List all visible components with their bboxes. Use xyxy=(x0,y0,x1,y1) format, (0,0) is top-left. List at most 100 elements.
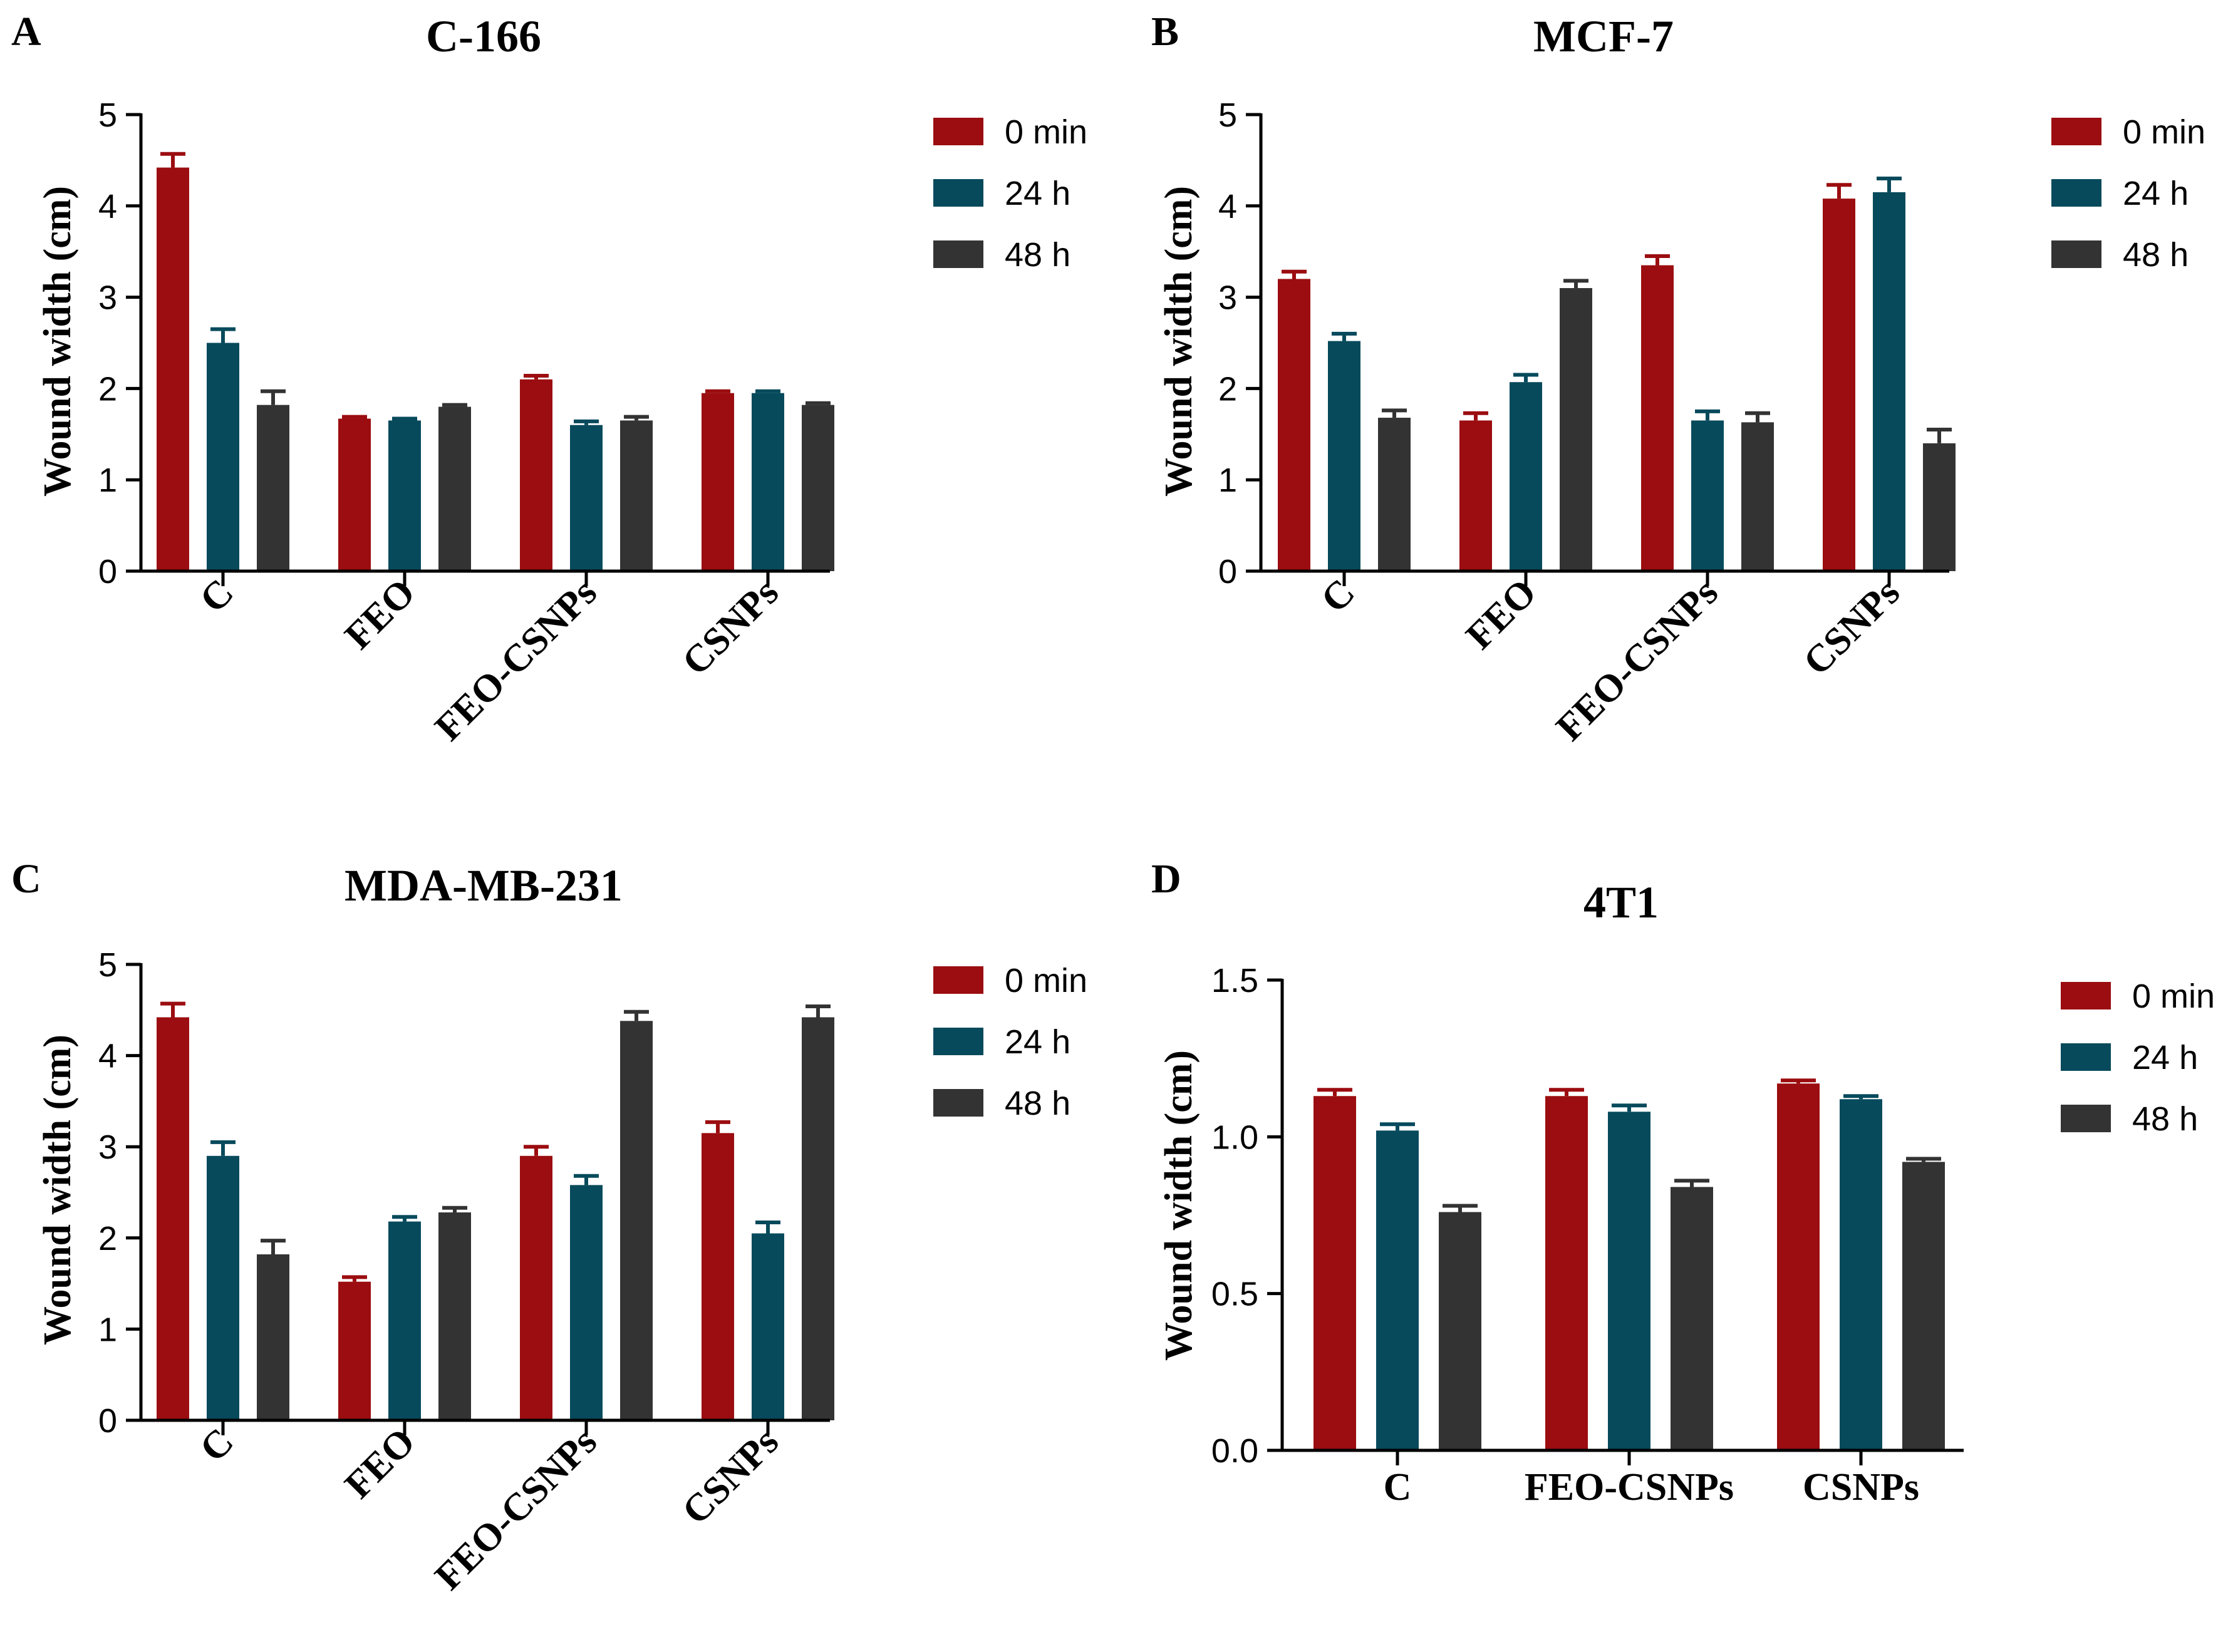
plot-area-b: C FEO FEO-CSNPs CSNPs 0 1 2 3 4 5 xyxy=(1218,96,1956,749)
error-bar-24h-FEO-CSNPs xyxy=(1695,409,1720,421)
error-bar-0min-CSNPs xyxy=(1826,183,1852,199)
legend-swatch xyxy=(2061,1105,2111,1132)
bar-24h-FEO xyxy=(1510,382,1542,571)
bar-48h-FEO-CSNPs xyxy=(1741,422,1774,571)
bar-48h-C xyxy=(257,405,289,571)
error-bar-24h-FEO-CSNPs xyxy=(574,1174,599,1185)
error-bar-0min-FEO xyxy=(1463,411,1488,421)
error-bar-48h-C xyxy=(261,1239,286,1255)
legend-swatch xyxy=(2051,118,2101,145)
error-bar-24h-C xyxy=(1380,1122,1415,1131)
chart-title-d: 4T1 xyxy=(1583,877,1659,927)
bar-48h-FEO-CSNPs xyxy=(1671,1187,1713,1450)
x-tick-label: CSNPs xyxy=(1803,1466,1919,1509)
bar-0min-FEO xyxy=(1459,420,1492,571)
error-bar-0min-FEO-CSNPs xyxy=(1549,1088,1584,1097)
error-bar-0min-C xyxy=(160,152,185,168)
x-tick-label: FEO-CSNPs xyxy=(427,571,605,749)
x-tick-label: C xyxy=(192,571,242,621)
bar-0min-FEO xyxy=(338,418,371,571)
y-tick-label: 0.0 xyxy=(1211,1432,1258,1470)
error-bar-48h-FEO-CSNPs xyxy=(1674,1179,1709,1187)
error-bar-48h-C xyxy=(261,389,286,405)
error-bar-48h-CSNPs xyxy=(806,401,831,405)
error-bar-0min-C xyxy=(1317,1088,1352,1097)
bar-24h-CSNPs xyxy=(752,393,784,571)
bar-48h-C xyxy=(257,1254,289,1420)
error-bar-24h-CSNPs xyxy=(1843,1094,1878,1100)
plot-area-d: C FEO-CSNPs CSNPs 0.0 0.5 1.0 1.5 xyxy=(1211,962,1964,1509)
y-tick-label: 0.5 xyxy=(1211,1276,1258,1313)
legend-swatch xyxy=(2061,1043,2111,1071)
error-bar-0min-FEO-CSNPs xyxy=(1645,254,1670,266)
chart-title-c: MDA-MB-231 xyxy=(345,860,623,911)
error-bar-24h-C xyxy=(1332,331,1357,341)
legend-label: 48 h xyxy=(2132,1100,2198,1138)
error-bar-0min-C xyxy=(160,1001,185,1018)
y-tick-label: 3 xyxy=(98,279,117,317)
legend-label: 24 h xyxy=(2123,175,2189,212)
y-axis-label-d: Wound width (cm) xyxy=(1158,1050,1200,1361)
bar-24h-FEO xyxy=(388,420,421,571)
bar-48h-FEO xyxy=(1560,288,1592,571)
y-tick-label: 2 xyxy=(1218,370,1237,408)
legend-swatch xyxy=(933,1028,983,1055)
error-bar-48h-FEO xyxy=(1563,279,1588,289)
y-tick-label: 2 xyxy=(98,1220,117,1257)
y-tick-label: 0 xyxy=(98,553,117,591)
bar-0min-FEO-CSNPs xyxy=(1641,265,1674,571)
plot-area-a: C FEO FEO-CSNPs CSNPs 0 1 2 3 4 5 xyxy=(98,96,834,749)
bar-0min-FEO-CSNPs xyxy=(520,1155,552,1420)
bar-0min-CSNPs xyxy=(1777,1083,1820,1450)
legend-label: 48 h xyxy=(1005,236,1070,274)
y-tick-label: 1 xyxy=(98,1311,117,1348)
y-axis-label-a: Wound width (cm) xyxy=(36,186,79,497)
error-bar-0min-C xyxy=(1282,269,1307,279)
y-tick-label: 4 xyxy=(1218,188,1237,225)
x-tick-label: FEO-CSNPs xyxy=(1548,571,1726,749)
error-bar-48h-FEO xyxy=(442,403,467,407)
legend-swatch xyxy=(933,966,983,994)
error-bar-24h-CSNPs xyxy=(755,1221,780,1234)
bar-48h-CSNPs xyxy=(802,1017,834,1420)
y-tick-label: 5 xyxy=(1218,96,1237,134)
error-bar-0min-FEO xyxy=(342,415,367,419)
bar-24h-C xyxy=(207,1155,239,1420)
legend-label: 0 min xyxy=(1005,962,1087,999)
bar-24h-CSNPs xyxy=(1840,1099,1882,1450)
x-tick-label: CSNPs xyxy=(1795,571,1908,684)
legend-swatch xyxy=(2051,240,2101,268)
panel-letter-b: B xyxy=(1151,9,1179,54)
panel-d: D 4T1 Wound width (cm) C FEO-CSNPs CSNPs 0.… xyxy=(1151,856,2215,1509)
bar-24h-FEO-CSNPs xyxy=(570,425,603,571)
error-bar-24h-FEO xyxy=(1513,373,1538,383)
bar-48h-C xyxy=(1439,1212,1481,1450)
error-bar-24h-FEO xyxy=(392,416,417,421)
bar-24h-FEO-CSNPs xyxy=(1608,1112,1650,1450)
x-tick-label: C xyxy=(192,1420,242,1470)
error-bar-24h-FEO-CSNPs xyxy=(574,419,599,425)
error-bar-48h-C xyxy=(1443,1204,1478,1212)
error-bar-24h-FEO xyxy=(392,1215,417,1222)
error-bar-24h-C xyxy=(210,327,236,343)
legend-d: 0 min 24 h 48 h xyxy=(2061,978,2215,1138)
panel-b: B MCF-7 Wound width (cm) C FEO FEO-CSNPs CS… xyxy=(1151,9,2205,749)
x-tick-label: C xyxy=(1384,1466,1412,1509)
error-bar-48h-FEO-CSNPs xyxy=(624,1009,649,1021)
bar-48h-FEO xyxy=(438,406,471,571)
x-tick-label: FEO-CSNPs xyxy=(1525,1466,1734,1509)
bar-0min-CSNPs xyxy=(1823,199,1855,571)
error-bar-0min-CSNPs xyxy=(1781,1078,1816,1084)
y-tick-label: 3 xyxy=(98,1128,117,1166)
error-bar-48h-CSNPs xyxy=(806,1004,831,1018)
legend-label: 48 h xyxy=(2123,236,2189,274)
panel-a: A C-166 Wound width (cm) C FEO FEO-CSNPs CS… xyxy=(11,9,1087,749)
bar-0min-C xyxy=(1313,1096,1356,1450)
legend-swatch xyxy=(933,240,983,268)
error-bar-48h-FEO xyxy=(442,1205,467,1213)
y-tick-label: 1.0 xyxy=(1211,1118,1258,1156)
x-tick-label: FEO xyxy=(337,571,423,658)
bar-0min-C xyxy=(1278,279,1310,571)
error-bar-0min-FEO-CSNPs xyxy=(524,1145,549,1156)
